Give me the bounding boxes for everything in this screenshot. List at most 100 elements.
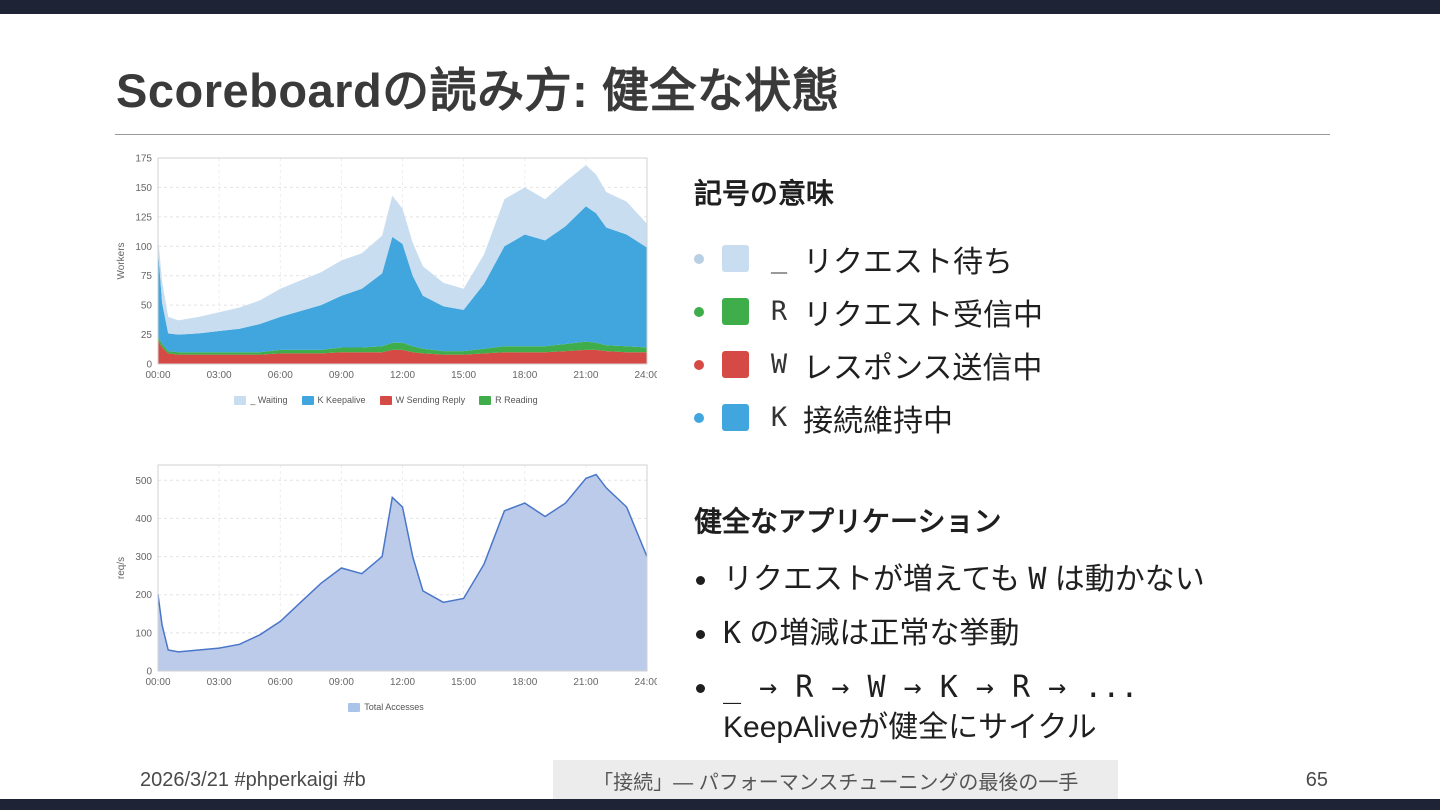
bullet-dot-icon — [694, 359, 704, 370]
svg-text:24:00: 24:00 — [634, 370, 657, 381]
scoreboard-letter-inline: _ → R → W → K → R → ... — [723, 670, 1139, 705]
accesses-chart-legend: Total Accesses — [112, 702, 660, 712]
legend-label: R Reading — [495, 395, 538, 405]
bullet-dot-icon — [696, 630, 705, 639]
svg-text:75: 75 — [141, 271, 153, 282]
charts-column: 0 25 50 75 100 125 150 175 00:00 03:00 06:00 09:00 1… — [112, 150, 660, 764]
svg-text:15:00: 15:00 — [451, 677, 476, 688]
workers-chart-block: 0 25 50 75 100 125 150 175 00:00 03:00 06:00 09:00 1… — [112, 150, 660, 406]
bullet-dot-icon — [696, 684, 705, 693]
bottom-accent-bar — [0, 799, 1440, 810]
health-list-item: _ → R → W → K → R → ... KeepAliveが健全にサイクル — [694, 668, 1400, 748]
svg-text:03:00: 03:00 — [207, 677, 232, 688]
bullet-dot-icon — [694, 412, 704, 423]
accesses-chart-block: 0 100 200 300 400 500 00:00 03:00 06:00 09:00 12:0… — [112, 457, 660, 712]
bullet-dot-icon — [694, 306, 704, 317]
legend-swatch-icon — [301, 395, 314, 405]
svg-text:0: 0 — [146, 667, 152, 678]
scoreboard-letter-inline: W — [1028, 562, 1047, 597]
legend-item: R Reading — [479, 395, 538, 405]
scoreboard-letter: _ — [770, 243, 788, 274]
svg-text:18:00: 18:00 — [512, 677, 537, 688]
symbol-description: レスポンス送信中 — [803, 351, 1043, 385]
text-segment: リクエストが増えても — [723, 563, 1029, 596]
right-panel: 記号の意味 _ リクエスト待ち R リクエスト受信中 W レスポンス送信中 K 接続維持中 健… — [694, 172, 1400, 762]
svg-text:100: 100 — [135, 242, 152, 253]
svg-text:00:00: 00:00 — [145, 370, 170, 381]
footer-page-number: 65 — [1305, 768, 1328, 791]
legend-item: K Keepalive — [301, 395, 366, 405]
legend-swatch-icon — [234, 395, 247, 405]
svg-text:00:00: 00:00 — [145, 677, 170, 688]
scoreboard-letter: K — [770, 402, 788, 433]
scoreboard-letter: W — [770, 349, 788, 380]
symbol-list-item: W レスポンス送信中 — [694, 338, 1400, 391]
footer-date: 2026/3/21 #phperkaigi #b — [140, 768, 366, 791]
scoreboard-letter: R — [770, 296, 788, 327]
svg-text:24:00: 24:00 — [634, 677, 657, 688]
bullet-dot-icon — [694, 253, 704, 264]
symbol-list: _ リクエスト待ち R リクエスト受信中 W レスポンス送信中 K 接続維持中 — [694, 232, 1400, 444]
footer: 2026/3/21 #phperkaigi #b 「接続」― パフォーマンスチュ… — [0, 759, 1440, 801]
status-color-swatch-icon — [722, 404, 749, 431]
svg-text:Workers: Workers — [116, 242, 127, 279]
svg-text:125: 125 — [135, 212, 152, 223]
svg-text:18:00: 18:00 — [512, 370, 537, 381]
symbol-list-item: K 接続維持中 — [694, 391, 1400, 444]
title-divider — [115, 134, 1330, 135]
svg-text:09:00: 09:00 — [329, 677, 354, 688]
status-color-swatch-icon — [722, 245, 749, 272]
status-color-swatch-icon — [722, 298, 749, 325]
bullet-dot-icon — [696, 576, 705, 585]
svg-text:03:00: 03:00 — [207, 370, 232, 381]
legend-item: Total Accesses — [348, 702, 424, 712]
symbol-description: リクエスト待ち — [803, 245, 1013, 279]
accesses-chart: 0 100 200 300 400 500 00:00 03:00 06:00 09:00 12:0… — [116, 464, 660, 688]
health-item-text: K の増減は正常な挙動 — [723, 614, 1019, 654]
svg-text:25: 25 — [141, 330, 153, 341]
symbols-heading: 記号の意味 — [694, 178, 835, 209]
svg-text:req/s: req/s — [116, 557, 127, 579]
symbol-description: リクエスト受信中 — [803, 298, 1043, 332]
svg-text:500: 500 — [135, 476, 152, 487]
health-item-second-line: KeepAliveが健全にサイクル — [723, 711, 1097, 744]
text-segment: の増減は正常な挙動 — [741, 617, 1020, 650]
svg-text:100: 100 — [135, 628, 152, 639]
health-list-item: K の増減は正常な挙動 — [694, 614, 1400, 654]
svg-text:09:00: 09:00 — [329, 370, 354, 381]
svg-text:50: 50 — [141, 301, 153, 312]
health-item-text: リクエストが増えても W は動かない — [723, 560, 1205, 600]
symbol-list-item: _ リクエスト待ち — [694, 232, 1400, 285]
symbol-description: 接続維持中 — [803, 404, 953, 438]
svg-text:21:00: 21:00 — [573, 370, 598, 381]
health-item-text: _ → R → W → K → R → ... KeepAliveが健全にサイクル — [723, 668, 1138, 748]
footer-center-wrap: 「接続」― パフォーマンスチューニングの最後の一手 — [366, 759, 1306, 801]
svg-text:15:00: 15:00 — [451, 370, 476, 381]
scoreboard-letter-inline: K — [723, 616, 742, 651]
legend-label: Total Accesses — [364, 702, 424, 712]
legend-label: _ Waiting — [250, 395, 288, 405]
top-accent-bar — [0, 0, 1440, 14]
svg-text:175: 175 — [135, 154, 152, 165]
svg-text:150: 150 — [135, 183, 152, 194]
health-list: リクエストが増えても W は動かない K の増減は正常な挙動 _ → R → W →… — [694, 560, 1400, 748]
health-heading: 健全なアプリケーション — [694, 506, 1002, 537]
text-segment: は動かない — [1046, 563, 1205, 596]
legend-swatch-icon — [479, 395, 492, 405]
legend-label: W Sending Reply — [395, 395, 466, 405]
svg-text:21:00: 21:00 — [573, 677, 598, 688]
legend-swatch-icon — [379, 395, 392, 405]
health-list-item: リクエストが増えても W は動かない — [694, 560, 1400, 600]
svg-text:400: 400 — [135, 514, 152, 525]
svg-text:12:00: 12:00 — [390, 370, 415, 381]
svg-text:06:00: 06:00 — [268, 677, 293, 688]
symbol-list-item: R リクエスト受信中 — [694, 285, 1400, 338]
legend-swatch-icon — [348, 702, 361, 712]
svg-text:200: 200 — [135, 590, 152, 601]
legend-item: _ Waiting — [234, 395, 288, 405]
legend-label: K Keepalive — [317, 395, 366, 405]
workers-chart-legend: _ Waiting K Keepalive W Sending Reply R Rea… — [112, 395, 660, 405]
svg-text:0: 0 — [146, 360, 152, 371]
svg-text:06:00: 06:00 — [268, 370, 293, 381]
